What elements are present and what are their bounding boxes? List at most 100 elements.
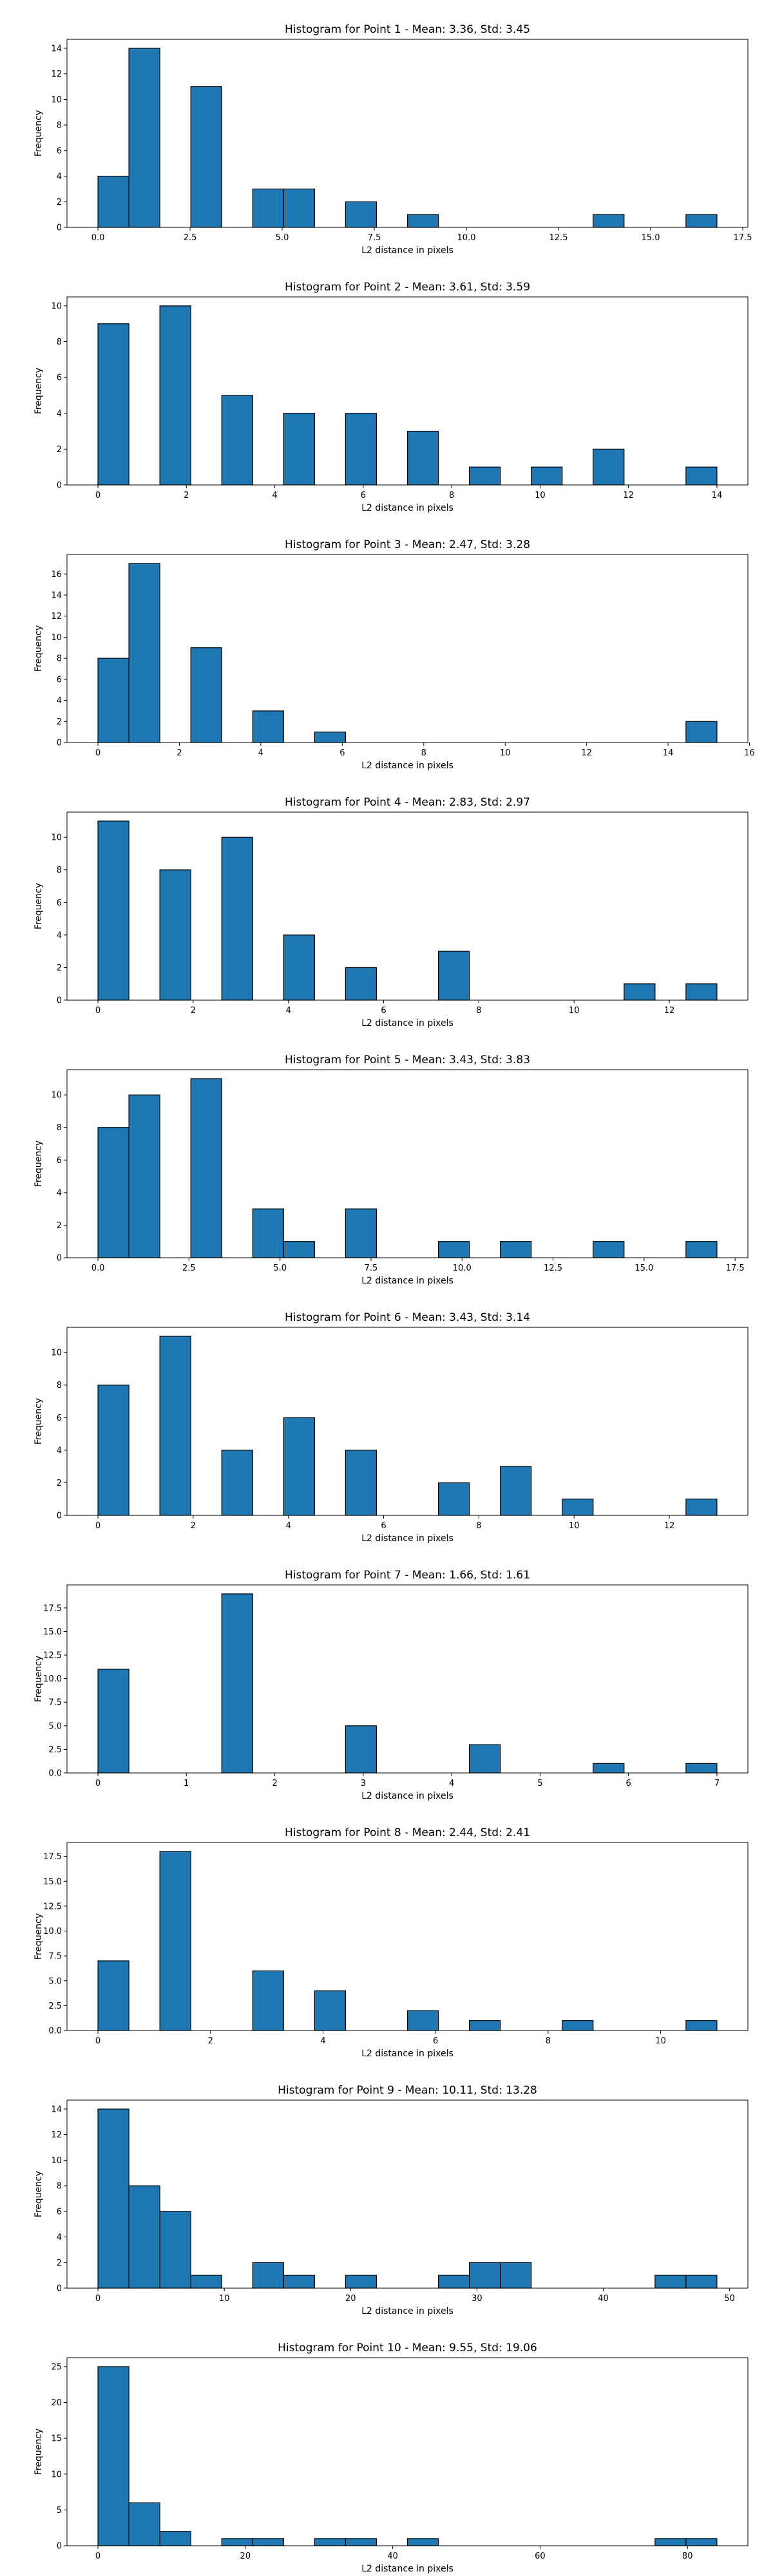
histogram-bar bbox=[406, 2010, 439, 2031]
x-tick-label: 20 bbox=[240, 2552, 251, 2561]
x-tick-label: 6 bbox=[626, 1779, 631, 1788]
histogram-bar bbox=[406, 2538, 439, 2546]
x-tick-label: 0 bbox=[95, 2036, 100, 2046]
histogram-bar bbox=[221, 1593, 253, 1774]
histogram-bar bbox=[531, 466, 563, 486]
x-tick-label: 2 bbox=[208, 2036, 213, 2046]
chart-panel-5: Histogram for Point 5 - Mean: 3.43, Std:… bbox=[33, 1054, 749, 1286]
histogram-bar bbox=[221, 837, 253, 1001]
histogram-bar bbox=[685, 2275, 718, 2289]
x-tick-label: 0.0 bbox=[91, 1264, 105, 1273]
x-axis-label: L2 distance in pixels bbox=[361, 1276, 453, 1286]
histogram-bar bbox=[97, 2108, 129, 2289]
y-axis-label: Frequency bbox=[33, 625, 44, 672]
x-tick-label: 5.0 bbox=[273, 1264, 287, 1273]
histogram-bar bbox=[252, 2262, 284, 2289]
y-tick-label: 8 bbox=[57, 121, 62, 131]
histogram-bar bbox=[593, 1763, 625, 1774]
histogram-bar bbox=[283, 2275, 315, 2289]
x-tick-label: 0 bbox=[95, 1779, 100, 1788]
chart-panel-9: Histogram for Point 9 - Mean: 10.11, Std… bbox=[33, 2084, 749, 2316]
x-tick-label: 7 bbox=[714, 1779, 720, 1788]
y-tick-label: 0 bbox=[57, 739, 62, 748]
chart-panel-1: Histogram for Point 1 - Mean: 3.36, Std:… bbox=[33, 23, 752, 256]
x-tick-label: 2 bbox=[184, 491, 189, 500]
y-tick-label: 4 bbox=[57, 2233, 62, 2242]
y-tick-label: 2 bbox=[57, 445, 62, 455]
histogram-bar bbox=[685, 983, 718, 1001]
histogram-bar bbox=[500, 1241, 532, 1258]
histogram-bar bbox=[128, 2502, 160, 2546]
y-axis-label: Frequency bbox=[33, 2171, 44, 2217]
x-tick-label: 8 bbox=[546, 2036, 551, 2046]
chart-title: Histogram for Point 2 - Mean: 3.61, Std:… bbox=[285, 281, 530, 294]
x-tick-label: 10 bbox=[655, 2036, 666, 2046]
x-tick-label: 12 bbox=[664, 1006, 675, 1016]
y-tick-label: 6 bbox=[57, 898, 62, 908]
y-tick-label: 10 bbox=[51, 833, 62, 843]
x-tick-label: 0 bbox=[95, 2294, 100, 2304]
y-tick-label: 12.5 bbox=[43, 1902, 62, 1911]
histogram-bar bbox=[685, 721, 718, 743]
x-tick-label: 7.5 bbox=[365, 1264, 378, 1273]
histogram-bar bbox=[624, 983, 656, 1001]
chart-title: Histogram for Point 8 - Mean: 2.44, Std:… bbox=[285, 1826, 530, 1839]
x-tick-label: 14 bbox=[663, 748, 674, 758]
x-tick-label: 10 bbox=[569, 1521, 580, 1531]
y-tick-label: 0.0 bbox=[48, 1769, 62, 1779]
y-tick-label: 12 bbox=[51, 612, 62, 621]
histogram-bar bbox=[468, 1744, 501, 1774]
histogram-bar bbox=[252, 1208, 284, 1258]
x-tick-label: 6 bbox=[361, 491, 366, 500]
histogram-bar bbox=[685, 1499, 718, 1516]
x-tick-label: 4 bbox=[272, 491, 277, 500]
histogram-bar bbox=[685, 1763, 718, 1774]
x-tick-label: 4 bbox=[286, 1006, 291, 1016]
histogram-bar bbox=[128, 2185, 160, 2289]
plot-frame bbox=[66, 554, 749, 743]
y-tick-label: 10 bbox=[51, 2470, 62, 2479]
histogram-bar bbox=[654, 2538, 687, 2546]
y-tick-label: 2.5 bbox=[48, 1745, 62, 1755]
histogram-bar bbox=[500, 2262, 532, 2289]
y-tick-label: 0 bbox=[57, 223, 62, 233]
x-tick-label: 17.5 bbox=[726, 1264, 745, 1273]
histogram-bar bbox=[159, 305, 191, 486]
histogram-bar bbox=[437, 951, 470, 1001]
histogram-bar bbox=[221, 1450, 253, 1516]
x-tick-label: 12.5 bbox=[544, 1264, 562, 1273]
y-tick-label: 10.0 bbox=[43, 1674, 62, 1684]
chart-panel-3: Histogram for Point 3 - Mean: 2.47, Std:… bbox=[33, 538, 755, 771]
histogram-bar bbox=[345, 1725, 377, 1774]
x-tick-label: 6 bbox=[339, 748, 345, 758]
x-tick-label: 10.0 bbox=[453, 1264, 472, 1273]
x-tick-label: 0.0 bbox=[91, 233, 105, 243]
plot-frame bbox=[66, 1584, 749, 1774]
histogram-bar bbox=[97, 1385, 129, 1516]
histogram-bar bbox=[190, 2275, 222, 2289]
chart-panel-4: Histogram for Point 4 - Mean: 2.83, Std:… bbox=[33, 796, 749, 1028]
y-tick-label: 4 bbox=[57, 1188, 62, 1198]
x-axis-label: L2 distance in pixels bbox=[361, 2306, 453, 2316]
x-tick-label: 10 bbox=[535, 491, 546, 500]
histogram-bar bbox=[345, 2538, 377, 2546]
x-tick-label: 8 bbox=[421, 748, 426, 758]
x-tick-label: 40 bbox=[387, 2552, 398, 2561]
chart-title: Histogram for Point 5 - Mean: 3.43, Std:… bbox=[285, 1054, 530, 1066]
histogram-bar bbox=[437, 1241, 470, 1258]
histogram-bar bbox=[283, 188, 315, 228]
histogram-bar bbox=[283, 1241, 315, 1258]
y-tick-label: 15.0 bbox=[43, 1877, 62, 1887]
histogram-bar bbox=[159, 2531, 191, 2546]
x-tick-label: 2 bbox=[191, 1006, 196, 1016]
y-axis-label: Frequency bbox=[33, 1656, 44, 1702]
plot-frame bbox=[66, 39, 749, 228]
y-tick-label: 8 bbox=[57, 1123, 62, 1133]
histogram-bar bbox=[190, 86, 222, 228]
y-tick-label: 14 bbox=[51, 2105, 62, 2114]
chart-panel-10: Histogram for Point 10 - Mean: 9.55, Std… bbox=[33, 2342, 749, 2574]
x-tick-label: 2 bbox=[177, 748, 182, 758]
histogram-bar bbox=[685, 466, 718, 486]
histogram-bar bbox=[314, 2538, 347, 2546]
y-tick-label: 10 bbox=[51, 95, 62, 105]
